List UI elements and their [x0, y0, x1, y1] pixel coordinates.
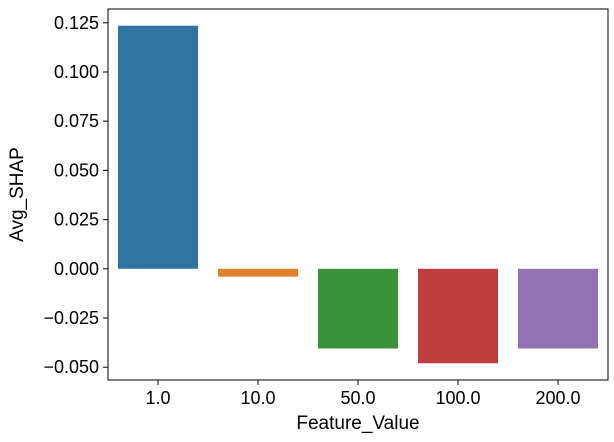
- bar-200.0: [518, 268, 598, 349]
- plot-frame: [107, 8, 609, 381]
- y-tick-label: 0.125: [54, 13, 99, 33]
- y-axis-label: Avg_SHAP: [7, 147, 28, 242]
- y-tick-label: 0.075: [54, 111, 99, 131]
- y-tick-label: −0.050: [43, 357, 99, 377]
- x-tick-label: 200.0: [535, 388, 580, 408]
- bar-1.0: [118, 25, 198, 269]
- y-tick-label: 0.100: [54, 62, 99, 82]
- x-axis-label: Feature_Value: [296, 413, 419, 434]
- x-tick-label: 10.0: [240, 388, 275, 408]
- bars-group: [118, 25, 598, 364]
- bar-100.0: [418, 268, 498, 364]
- y-tick-label: 0.050: [54, 160, 99, 180]
- x-tick-label: 1.0: [145, 388, 170, 408]
- x-axis-ticks: 1.0 10.0 50.0 100.0 200.0: [145, 380, 581, 408]
- y-tick-label: −0.025: [43, 308, 99, 328]
- y-tick-label: 0.000: [54, 259, 99, 279]
- y-tick-label: 0.025: [54, 210, 99, 230]
- bar-50.0: [318, 268, 398, 349]
- x-tick-label: 100.0: [435, 388, 480, 408]
- y-axis-ticks: −0.050 −0.025 0.000 0.025 0.050 0.075 0.100 0.1…: [43, 13, 108, 377]
- bar-10.0: [218, 268, 298, 277]
- x-tick-label: 50.0: [340, 388, 375, 408]
